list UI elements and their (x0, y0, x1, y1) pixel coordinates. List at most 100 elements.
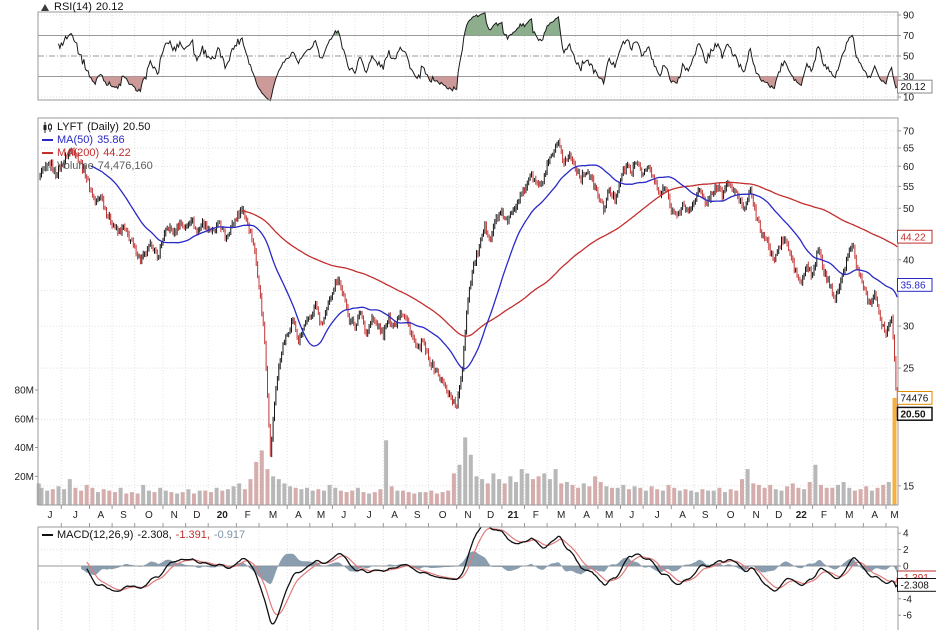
svg-text:D: D (487, 510, 494, 521)
svg-text:10: 10 (903, 93, 915, 104)
svg-text:A: A (871, 510, 878, 521)
right-axis: 9070503010706560555040302515420-2-4-620.… (896, 11, 936, 622)
svg-text:70: 70 (903, 126, 915, 137)
svg-text:M: M (557, 510, 565, 521)
svg-text:20.50: 20.50 (901, 409, 926, 420)
macd-line-icon (42, 534, 53, 536)
ma50-line-icon (42, 139, 53, 141)
ma200-value: 44.22 (103, 147, 131, 159)
svg-text:60: 60 (903, 162, 915, 173)
svg-text:4: 4 (903, 529, 909, 540)
svg-text:30: 30 (903, 322, 915, 333)
svg-text:M: M (269, 510, 277, 521)
ma50-value: 35.86 (97, 134, 125, 146)
svg-text:25: 25 (903, 364, 915, 375)
svg-text:65: 65 (903, 143, 915, 154)
volume-legend: Volume 74,476,160 (42, 160, 153, 172)
svg-text:F: F (533, 510, 539, 521)
volume-bars-icon (43, 162, 52, 171)
svg-text:90: 90 (903, 11, 915, 22)
svg-text:A: A (295, 510, 302, 521)
svg-text:O: O (727, 510, 735, 521)
svg-text:22: 22 (796, 510, 808, 521)
svg-text:20: 20 (217, 510, 229, 521)
svg-text:-2.308: -2.308 (901, 581, 930, 592)
ma200-label: MA(200) (57, 147, 100, 159)
svg-text:60M: 60M (15, 414, 34, 425)
svg-text:M: M (890, 510, 898, 521)
timeframe-label: (Daily) (87, 121, 119, 133)
macd-legend: MACD(12,26,9) -2.308, -1.391, -0.917 (42, 529, 245, 541)
svg-text:30: 30 (903, 72, 915, 83)
svg-text:J: J (367, 510, 372, 521)
svg-text:A: A (97, 510, 104, 521)
svg-text:O: O (145, 510, 153, 521)
svg-text:S: S (702, 510, 709, 521)
svg-text:55: 55 (903, 182, 915, 193)
rsi-value: 20.12 (95, 1, 124, 13)
svg-text:S: S (414, 510, 421, 521)
price-panel[interactable] (39, 138, 898, 458)
svg-text:F: F (245, 510, 251, 521)
svg-text:20.12: 20.12 (901, 82, 926, 93)
svg-text:A: A (583, 510, 590, 521)
x-axis: J J A S O N D 20 F M A M J J A S O N D 21 F M A M J J A S O N D 22 F M A M (48, 505, 899, 527)
rsi-panel[interactable] (58, 11, 898, 102)
macd-signal-value: -1.391, (175, 529, 210, 541)
svg-text:N: N (171, 510, 178, 521)
svg-text:O: O (439, 510, 447, 521)
svg-text:70: 70 (903, 31, 915, 42)
svg-text:15: 15 (903, 481, 915, 492)
macd-panel[interactable] (81, 523, 898, 625)
symbol-label: LYFT (57, 121, 84, 133)
svg-text:0: 0 (903, 562, 909, 573)
svg-text:44.22: 44.22 (901, 232, 926, 243)
svg-text:-6: -6 (903, 611, 912, 622)
svg-text:J: J (629, 510, 634, 521)
candlestick-icon (43, 121, 52, 133)
ma200-legend: MA(200) 44.22 (42, 147, 131, 159)
ma200-line-icon (42, 152, 53, 154)
macd-value: -2.308, (137, 529, 172, 541)
svg-text:M: M (317, 510, 325, 521)
svg-text:M: M (605, 510, 613, 521)
price-legend: LYFT (Daily) 20.50 (42, 121, 150, 133)
svg-text:80M: 80M (15, 386, 34, 397)
svg-text:J: J (73, 510, 78, 521)
svg-text:21: 21 (508, 510, 520, 521)
svg-text:N: N (464, 510, 471, 521)
svg-text:D: D (775, 510, 782, 521)
ma50-label: MA(50) (57, 134, 94, 146)
svg-text:74476: 74476 (901, 394, 929, 405)
macd-label: MACD(12,26,9) (57, 529, 134, 541)
svg-text:-4: -4 (903, 594, 912, 605)
svg-text:40: 40 (903, 255, 915, 266)
svg-text:A: A (679, 510, 686, 521)
rsi-legend: RSI(14) 20.12 (40, 1, 123, 13)
svg-text:A: A (391, 510, 398, 521)
volume-overlay (36, 397, 897, 506)
macd-hist-value: -0.917 (213, 529, 246, 541)
svg-text:20M: 20M (15, 472, 34, 483)
volume-label: Volume (57, 160, 94, 172)
svg-text:J: J (341, 510, 346, 521)
svg-text:J: J (655, 510, 660, 521)
svg-text:50: 50 (903, 52, 915, 63)
last-price-value: 20.50 (122, 121, 151, 133)
volume-value: 74,476,160 (97, 160, 153, 172)
svg-text:40M: 40M (15, 443, 34, 454)
indicator-triangle-icon (41, 3, 49, 11)
rsi-label: RSI(14) (54, 1, 92, 13)
svg-text:35.86: 35.86 (901, 281, 926, 292)
svg-text:J: J (48, 510, 53, 521)
ma50-legend: MA(50) 35.86 (42, 134, 125, 146)
left-axis: 80M 60M 40M 20M (15, 386, 38, 483)
svg-text:D: D (193, 510, 200, 521)
svg-text:F: F (821, 510, 827, 521)
svg-text:N: N (752, 510, 759, 521)
svg-text:S: S (120, 510, 127, 521)
svg-text:50: 50 (903, 204, 915, 215)
svg-text:M: M (845, 510, 853, 521)
